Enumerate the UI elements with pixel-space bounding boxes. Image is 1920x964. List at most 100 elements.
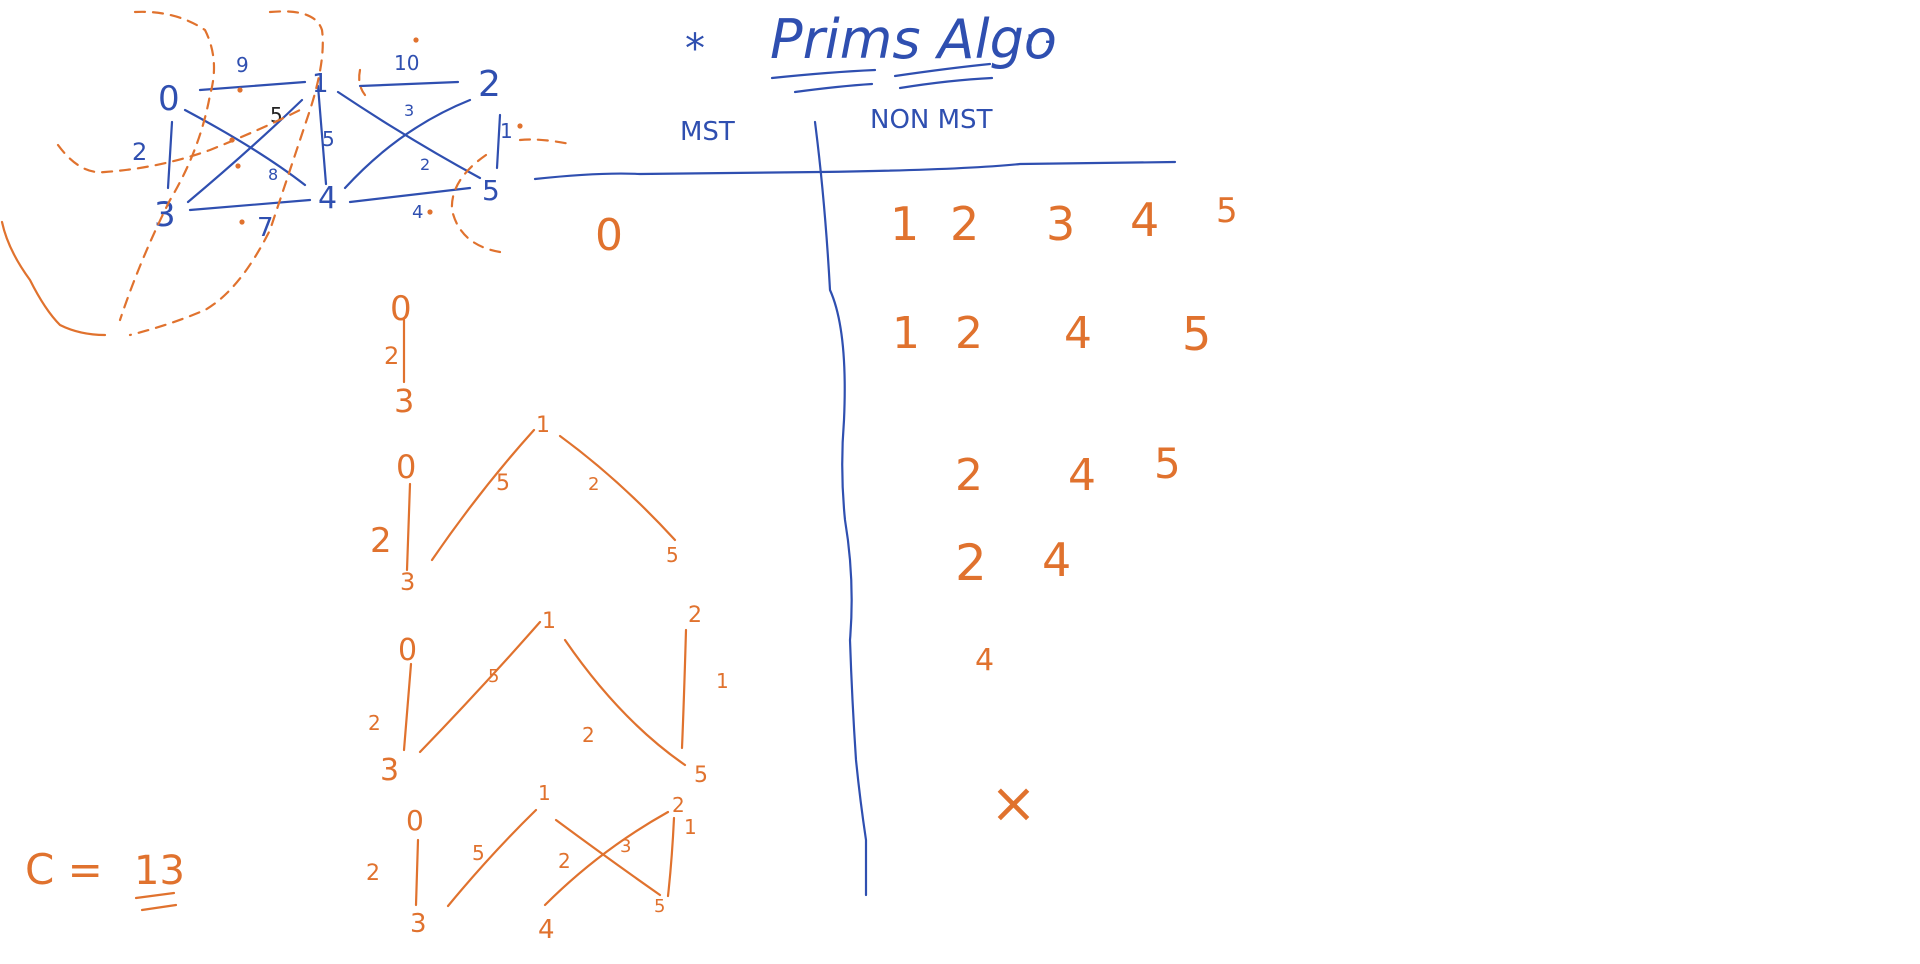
dashed-annotation-4 (518, 138, 572, 146)
dashed-annotation-2 (128, 10, 324, 337)
step3-edge-0-3 (402, 662, 413, 752)
graph-node-0: 0 (158, 79, 180, 119)
step2-node-0: 0 (396, 448, 416, 486)
step3-edge-1-3 (418, 620, 542, 754)
cost-underline-1 (134, 891, 176, 900)
step3-node-3: 3 (380, 753, 399, 788)
edge-0-1 (198, 80, 307, 92)
step3-weight-2-5: 1 (716, 669, 729, 693)
step2-weight-1-5: 2 (588, 474, 599, 495)
step2-node-1: 1 (536, 413, 550, 438)
cost-group: C = 13 (25, 845, 185, 912)
step4-weight-1-5: 2 (558, 849, 571, 873)
weight-0-1: 9 (236, 53, 249, 77)
step4-edge-1-3 (446, 808, 538, 908)
title-underline-4 (898, 76, 994, 90)
annotation-dot-4 (239, 219, 245, 225)
weight-1-4: 5 (322, 127, 335, 151)
table-vertical-line (813, 120, 868, 897)
graph-group: 0 1 2 3 4 5 9 10 2 5 1 7 4 5 8 2 3 (0, 10, 572, 337)
step3-weight-0-3: 2 (368, 711, 381, 735)
weight-3-4: 7 (257, 213, 274, 243)
graph-node-1: 1 (312, 69, 329, 99)
nonmst-r5-c1: 4 (975, 643, 994, 678)
title-underline-3 (893, 62, 992, 78)
table-horizontal-line (533, 160, 1177, 181)
step2-weight-0-3: 2 (370, 521, 392, 561)
mst-header: MST (680, 117, 735, 147)
step3-node-2: 2 (688, 603, 702, 628)
nonmst-r4-c2: 4 (1042, 533, 1071, 587)
step3-edge-2-5 (680, 628, 688, 750)
nonmst-r6-c1: × (990, 771, 1037, 836)
title-underline-2 (793, 82, 874, 94)
mst-step-2: 0 2 3 1 5 2 5 (370, 413, 679, 596)
step4-edge-2-5 (666, 816, 676, 898)
nonmst-r1-c4: 4 (1130, 193, 1159, 247)
weight-0-4: 5 (270, 103, 283, 127)
nonmst-r3-c2: 4 (1068, 450, 1096, 501)
step1-weight: 2 (384, 342, 399, 370)
edge-4-5 (348, 186, 472, 204)
step4-weight-2-5: 1 (684, 815, 697, 839)
nonmst-r1-c3: 3 (1046, 197, 1075, 251)
mst-step-3: 0 2 3 1 5 2 5 2 1 (368, 603, 729, 788)
weight-1-5: 2 (420, 155, 430, 174)
step4-node-1: 1 (538, 781, 551, 805)
step2-weight-1-3: 5 (496, 471, 510, 496)
step4-weight-0-3: 2 (366, 861, 380, 886)
annotation-dot-7 (413, 37, 419, 43)
title-group: * Prims Algo : - (685, 8, 1057, 94)
mst-step-1: 0 2 3 (384, 289, 414, 420)
step4-weight-1-3: 5 (472, 841, 485, 865)
step3-weight-1-3: 5 (488, 666, 499, 687)
nonmst-r1-c5: 5 (1216, 191, 1238, 231)
step2-edge-0-3 (405, 482, 412, 572)
non-mst-header: NON MST (870, 105, 993, 135)
cost-label: C = (25, 845, 103, 894)
nonmst-r3-c3: 5 (1154, 439, 1181, 488)
step4-node-4: 4 (538, 915, 555, 945)
step3-edge-1-5 (563, 638, 687, 767)
graph-node-4: 4 (318, 181, 337, 216)
step4-node-0: 0 (406, 804, 424, 837)
dashed-annotation-3 (56, 108, 302, 174)
weight-3-1: 8 (268, 165, 278, 184)
orange-curve-left (0, 220, 107, 337)
annotation-dot-6 (427, 209, 433, 215)
nonmst-r2-c2: 2 (955, 308, 983, 359)
step2-node-5: 5 (666, 543, 679, 567)
step4-node-3: 3 (410, 909, 427, 939)
edge-1-5 (336, 90, 482, 180)
nonmst-r1-c2: 2 (950, 197, 979, 251)
edge-2-5 (495, 113, 502, 170)
nonmst-r2-c1: 1 (892, 308, 920, 359)
step3-node-5: 5 (694, 763, 708, 788)
nonmst-r3-c1: 2 (955, 450, 983, 501)
step1-node-0: 0 (390, 289, 412, 329)
weight-2-5: 1 (500, 119, 513, 143)
dashed-annotation-5 (450, 153, 502, 254)
edge-4-2 (343, 98, 472, 190)
graph-node-3: 3 (154, 195, 176, 235)
title-star: * (685, 26, 705, 72)
edge-0-3 (166, 120, 174, 190)
weight-1-2: 10 (394, 51, 419, 75)
edge-3-1 (186, 98, 304, 204)
title-underline-1 (770, 68, 877, 80)
step4-edge-1-5 (554, 818, 662, 897)
weight-4-5: 4 (412, 202, 423, 223)
cost-underline-2 (140, 903, 178, 912)
edge-3-4 (188, 198, 312, 212)
graph-node-2: 2 (478, 64, 501, 105)
edge-1-4 (316, 84, 328, 186)
edge-1-2 (358, 80, 460, 88)
title-suffix: : - (1025, 23, 1055, 58)
non-mst-column: 1 2 3 4 5 1 2 4 5 2 4 5 2 4 4 × (890, 191, 1238, 836)
step4-node-2: 2 (672, 793, 685, 817)
dashed-annotation-6 (358, 68, 367, 97)
step4-weight-2-4: 3 (620, 836, 631, 857)
annotation-dot-3 (235, 163, 241, 169)
step2-edge-1-3 (430, 428, 536, 562)
